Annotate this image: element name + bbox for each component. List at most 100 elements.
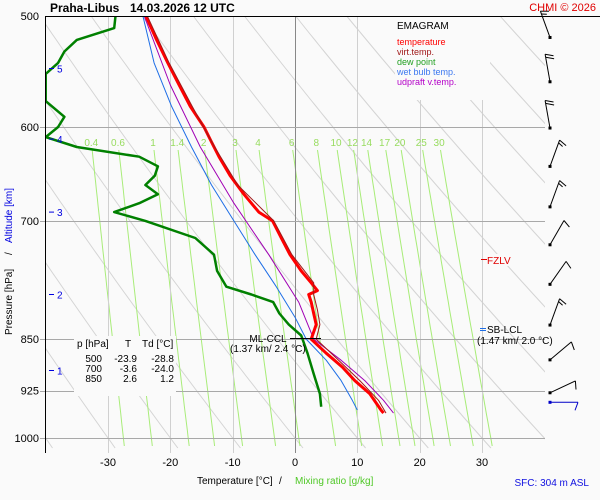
temperature-tick-labels: -30 -20 -10 0 10 20 30 [100, 457, 488, 469]
wind-barb-staff [549, 261, 567, 285]
mixing-ratio-line [317, 149, 363, 447]
datetime-title: 14.03.2026 12 UTC [130, 1, 235, 15]
mixing-ratio-line [258, 149, 301, 447]
legend-background [395, 17, 490, 100]
sb-lcl-annotation: SB-LCL (1.47 km/ 2.0 °C) [477, 325, 553, 347]
legend-item-dew-point: dew point [397, 57, 436, 67]
y-axis-title: Pressure [hPa] / Altitude [km] [4, 188, 15, 335]
fzlv-label: FZLV [487, 256, 511, 267]
wind-barb-station [548, 358, 552, 362]
mixing-ratio-label: 10 [330, 138, 342, 149]
legend-item-wet-bulb: wet bulb temp. [396, 67, 456, 77]
wind-barb-staff [549, 380, 576, 394]
stats-cell: 700 [85, 364, 102, 375]
station-name: Praha-Libus [50, 1, 120, 15]
x-axis-label-separator: / [279, 476, 282, 487]
wind-barb-staff [539, 11, 551, 38]
mixing-ratio-label: 25 [416, 138, 428, 149]
wind-barb-staff [549, 298, 561, 326]
wind-barb [548, 341, 575, 362]
ml-ccl-annotation: ML-CCL (1.37 km/ 2.4 °C) [230, 334, 321, 355]
wind-barb-feather [563, 220, 570, 228]
altitude-tick-labels: 5 4 3 2 1 [49, 65, 63, 378]
pressure-tick-label: 500 [21, 11, 39, 23]
stats-cell: 1.2 [160, 374, 174, 385]
wind-barb-feather [559, 298, 567, 305]
mixing-ratio-label: 17 [379, 138, 391, 149]
wind-barb [548, 220, 570, 247]
stats-row: 700 -3.6 -24.0 [85, 364, 174, 375]
wind-barb-feather [574, 402, 579, 411]
wind-barb-station [548, 282, 552, 286]
ml-ccl-label: ML-CCL [249, 334, 287, 345]
pressure-tick-labels: 500 600 700 850 925 1000 [15, 11, 39, 445]
mixing-ratio-label: 20 [394, 138, 406, 149]
mixing-ratio-line [400, 149, 451, 447]
dry-adiabat-line [141, 16, 492, 449]
wind-barb-feather [558, 142, 563, 147]
wind-barb-feather [558, 301, 563, 306]
series-wet-bulb-temp [142, 16, 358, 411]
mixing-ratio-label: 30 [434, 138, 446, 149]
wind-barb-feather [545, 100, 554, 103]
wind-barb [544, 100, 555, 130]
mixing-ratio-label: 12 [347, 138, 359, 149]
wind-barb [548, 400, 579, 411]
wind-barb-feather [559, 139, 567, 146]
mixing-ratio-label: 8 [314, 138, 320, 149]
stats-cell: -28.8 [151, 354, 174, 365]
altitude-tick-label: 3 [57, 208, 63, 219]
wind-barb-feather [559, 180, 567, 187]
wind-barb-staff [549, 341, 572, 361]
wind-barb [548, 380, 577, 395]
series-dew-point [46, 16, 323, 407]
legend-item-virt-temp: virt.temp. [397, 47, 434, 57]
stats-header-td: Td [°C] [142, 339, 173, 350]
wind-barb-station [548, 323, 552, 327]
temperature-tick-label: -30 [100, 457, 116, 469]
wind-barb [548, 261, 572, 286]
mixing-ratio-line [353, 149, 401, 447]
stats-table-background [74, 336, 176, 396]
temperature-tick-label: 20 [414, 457, 426, 469]
mixing-ratio-line [153, 149, 190, 447]
legend-item-temperature: temperature [397, 37, 446, 47]
dry-adiabat-line [448, 16, 545, 125]
fzlv-annotation: FZLV [481, 254, 522, 267]
wind-barb-feather [545, 102, 555, 106]
temperature-tick-label: 30 [476, 457, 488, 469]
mixing-ratio-lines [91, 149, 493, 447]
x-axis-label-temperature: Temperature [°C] [197, 476, 273, 487]
y-axis-label-separator: / [4, 252, 15, 255]
surface-elevation: SFC: 304 m ASL [515, 478, 590, 489]
dry-adiabat-line [192, 16, 545, 440]
altitude-tick-label: 2 [57, 291, 63, 302]
wind-barb-station [548, 35, 552, 39]
mixing-ratio-line [367, 149, 416, 447]
mixing-ratio-label: 2 [201, 138, 207, 149]
wind-barb-staff [549, 220, 565, 246]
wind-barb-staff [544, 54, 551, 82]
plot-frame [45, 16, 600, 453]
stats-row: 850 2.6 1.2 [85, 374, 174, 385]
temperature-tick-label: -10 [225, 457, 241, 469]
stats-header-t: T [125, 339, 131, 350]
mixing-ratio-label: 0.6 [111, 138, 125, 149]
legend: EMAGRAM temperature virt.temp. dew point… [395, 17, 490, 100]
wind-barb-feather [545, 53, 554, 57]
wind-barb-station [548, 243, 552, 247]
y-axis-label-altitude: Altitude [km] [4, 188, 15, 243]
pressure-tick-label: 700 [21, 216, 39, 228]
wind-barb [548, 298, 567, 327]
wind-barb-feather [574, 380, 577, 390]
profile-series [46, 16, 394, 415]
wind-barb-feather [558, 183, 563, 188]
mixing-ratio-label: 4 [255, 138, 261, 149]
stats-cell: 500 [85, 354, 102, 365]
pressure-tick-label: 600 [21, 122, 39, 134]
dry-adiabat-line [46, 100, 304, 449]
wind-barb-station [548, 391, 552, 395]
mixing-ratio-labels: 0.4 0.6 1 1.4 2 3 4 6 8 10 12 14 17 20 25 30 [84, 138, 445, 149]
wind-barb [548, 139, 567, 168]
